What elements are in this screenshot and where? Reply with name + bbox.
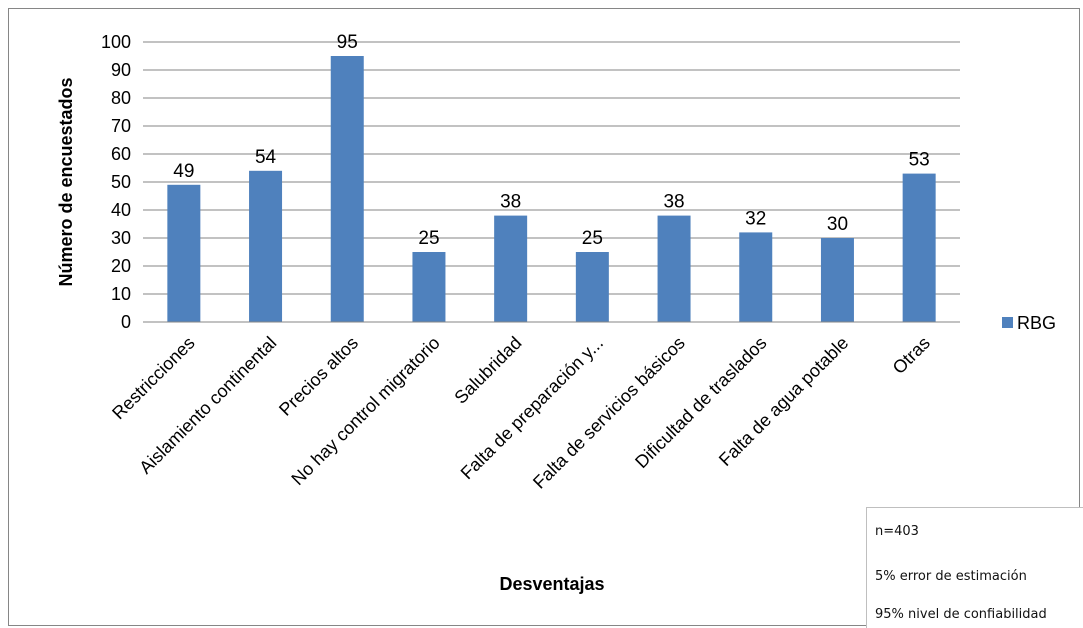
bar: [249, 170, 283, 322]
y-tick-label: 70: [111, 116, 131, 136]
x-axis-title: Desventajas: [499, 574, 604, 594]
x-tick-label: Restricciones: [108, 333, 199, 424]
x-tick-label: Dificultad de traslados: [631, 333, 770, 472]
data-label: 49: [173, 161, 194, 182]
bar: [820, 238, 854, 322]
data-label: 25: [418, 228, 439, 249]
data-label: 53: [909, 150, 930, 171]
x-tick-label: Precios altos: [275, 333, 362, 420]
data-label: 95: [337, 32, 358, 53]
data-label: 38: [500, 192, 521, 213]
bar: [494, 215, 528, 322]
bar: [575, 252, 609, 322]
legend: RBG: [1002, 313, 1056, 333]
bar: [330, 56, 364, 322]
y-tick-label: 30: [111, 228, 131, 248]
data-label: 32: [745, 208, 766, 229]
y-tick-label: 10: [111, 284, 131, 304]
y-tick-label: 50: [111, 172, 131, 192]
error-note: 5% error de estimación: [875, 569, 1027, 584]
legend-label-rbg: RBG: [1017, 313, 1056, 333]
y-tick-label: 90: [111, 60, 131, 80]
data-labels: 49 54 95 25 38 25 38 32 30 53: [173, 32, 929, 249]
x-tick-label: Otras: [889, 333, 934, 378]
x-tick-label: No hay control migratorio: [287, 333, 443, 489]
legend-swatch-rbg: [1002, 317, 1013, 328]
data-label: 54: [255, 147, 277, 168]
x-tick-label: Aislamiento continental: [135, 333, 280, 478]
bar: [739, 232, 773, 322]
bars: [167, 56, 936, 322]
bar: [167, 184, 201, 322]
bar: [412, 252, 446, 322]
data-label: 25: [582, 228, 603, 249]
confidence-note: 95% nivel de confiabilidad: [875, 607, 1047, 622]
bar: [657, 215, 691, 322]
y-tick-label: 100: [101, 32, 131, 52]
y-axis-title: Número de encuestados: [56, 77, 76, 286]
x-tick-label: Salubridad: [450, 333, 525, 408]
y-tick-label: 20: [111, 256, 131, 276]
x-tick-label: Falta de servicios básicos: [529, 333, 689, 493]
bar: [902, 173, 936, 322]
y-axis-ticks: 0 10 20 30 40 50 60 70 80 90 100: [101, 32, 131, 332]
y-tick-label: 60: [111, 144, 131, 164]
sample-size-note: n=403: [875, 524, 919, 539]
y-tick-label: 0: [121, 312, 131, 332]
y-tick-label: 80: [111, 88, 131, 108]
sample-notes-box: n=403 5% error de estimación 95% nivel d…: [866, 507, 1083, 628]
data-label: 30: [827, 214, 848, 235]
x-tick-label: Falta de preparación y...: [457, 333, 607, 483]
y-tick-label: 40: [111, 200, 131, 220]
data-label: 38: [663, 192, 684, 213]
